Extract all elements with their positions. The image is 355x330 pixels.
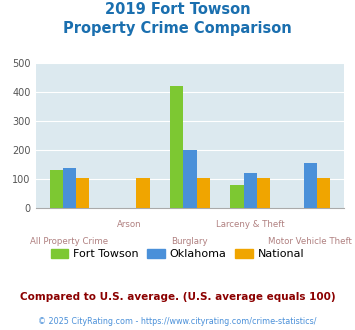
Text: Property Crime Comparison: Property Crime Comparison — [63, 21, 292, 36]
Bar — [244, 173, 257, 208]
Text: © 2025 CityRating.com - https://www.cityrating.com/crime-statistics/: © 2025 CityRating.com - https://www.city… — [38, 317, 317, 326]
Bar — [183, 150, 197, 208]
Bar — [304, 163, 317, 208]
Bar — [317, 178, 330, 208]
Bar — [136, 178, 149, 208]
Bar — [50, 170, 63, 208]
Bar — [230, 185, 244, 208]
Bar — [63, 168, 76, 208]
Legend: Fort Towson, Oklahoma, National: Fort Towson, Oklahoma, National — [46, 244, 309, 263]
Text: 2019 Fort Towson: 2019 Fort Towson — [105, 2, 250, 16]
Text: Arson: Arson — [118, 219, 142, 228]
Bar — [257, 178, 270, 208]
Bar — [197, 178, 210, 208]
Text: Burglary: Burglary — [171, 237, 208, 246]
Text: Larceny & Theft: Larceny & Theft — [216, 219, 284, 228]
Text: Compared to U.S. average. (U.S. average equals 100): Compared to U.S. average. (U.S. average … — [20, 292, 335, 302]
Text: Motor Vehicle Theft: Motor Vehicle Theft — [268, 237, 353, 246]
Bar — [170, 86, 183, 208]
Text: All Property Crime: All Property Crime — [31, 237, 109, 246]
Bar — [76, 178, 89, 208]
